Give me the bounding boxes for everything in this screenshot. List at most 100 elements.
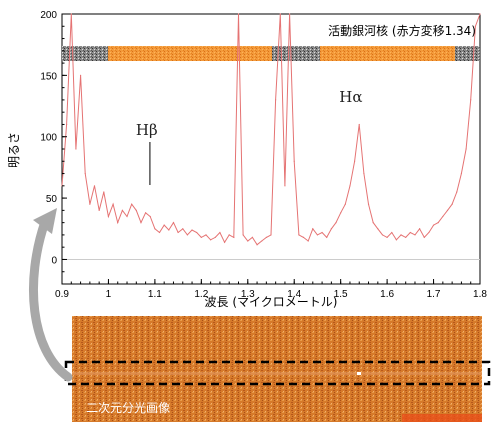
- data-point: [381, 234, 384, 236]
- data-point: [112, 203, 114, 205]
- data-point: [442, 215, 444, 218]
- data-point: [344, 203, 346, 205]
- spectrum-band-noise-left: [62, 46, 108, 61]
- data-point: [223, 241, 226, 243]
- data-point: [265, 236, 267, 238]
- data-point: [196, 231, 198, 234]
- data-point: [377, 228, 379, 230]
- x-tick-label: 0.9: [55, 289, 69, 300]
- data-point: [256, 244, 258, 246]
- spectrum-image: 二次元分光画像: [64, 316, 491, 422]
- data-point: [228, 234, 230, 236]
- data-point: [302, 236, 305, 238]
- data-point: [158, 231, 161, 234]
- data-point: [386, 236, 388, 238]
- data-point: [288, 13, 291, 15]
- data-point: [284, 185, 286, 187]
- data-point: [191, 229, 193, 231]
- data-point: [414, 234, 416, 236]
- data-point: [98, 209, 100, 211]
- data-point: [242, 234, 244, 236]
- data-point: [395, 239, 397, 241]
- data-point: [432, 224, 435, 226]
- data-point: [84, 172, 86, 175]
- data-point: [354, 160, 356, 162]
- y-tick-label: 100: [40, 133, 57, 144]
- y-tick-label: 0: [51, 255, 57, 266]
- data-point: [219, 231, 221, 234]
- data-point: [270, 234, 272, 236]
- spectrum-image-emission-dot: [357, 372, 361, 375]
- data-point: [335, 222, 337, 224]
- spectrum-band-noise-right: [455, 46, 480, 61]
- data-point: [145, 212, 147, 214]
- data-point: [372, 222, 374, 224]
- data-point: [409, 231, 411, 234]
- data-point: [437, 222, 439, 224]
- data-point: [79, 74, 82, 76]
- data-point: [474, 25, 476, 27]
- data-point: [168, 229, 170, 231]
- x-tick-label: 1.8: [473, 289, 487, 300]
- data-point: [107, 215, 110, 218]
- data-point: [131, 203, 133, 205]
- annotation-label-0: Hβ: [136, 121, 158, 139]
- data-point: [405, 236, 407, 238]
- data-point: [465, 148, 467, 150]
- connector-arrow-body: [29, 217, 73, 382]
- spectrum-image-background: [72, 316, 482, 422]
- data-point: [358, 123, 360, 126]
- data-point: [363, 172, 365, 175]
- data-point: [451, 203, 453, 205]
- data-point: [312, 228, 314, 230]
- data-point: [275, 99, 277, 101]
- data-point: [103, 191, 105, 193]
- y-tick-label: 200: [40, 10, 57, 21]
- spectrum-image-bright-strip: [72, 372, 482, 375]
- data-point: [470, 99, 472, 101]
- data-point: [163, 224, 165, 226]
- data-point: [321, 231, 323, 234]
- legend-label: 活動銀河核 (赤方変移1.34): [328, 23, 476, 38]
- data-point: [66, 123, 68, 126]
- x-tick-label: 1.7: [427, 289, 441, 300]
- data-point: [340, 212, 342, 214]
- x-tick-label: 1.3: [241, 289, 255, 300]
- data-point: [214, 236, 216, 238]
- connector-arrow: [29, 208, 73, 382]
- x-tick-label: 1.6: [380, 289, 394, 300]
- data-point: [172, 222, 175, 224]
- y-axis-title: 明るさ: [7, 132, 21, 168]
- data-point: [121, 209, 123, 211]
- data-point: [456, 191, 458, 193]
- data-point: [251, 236, 254, 238]
- data-point: [479, 13, 481, 15]
- data-point: [117, 222, 119, 224]
- data-point: [75, 148, 77, 150]
- data-point: [428, 231, 430, 234]
- y-tick-label: 150: [40, 71, 57, 82]
- spectrum-band: [62, 46, 480, 61]
- x-axis-title: 波長 (マイクロメートル): [205, 295, 338, 309]
- data-point: [182, 228, 184, 230]
- data-point: [126, 215, 128, 218]
- data-point: [367, 203, 370, 205]
- axis-layer: 0.9 1 1.1 1.2 1.3 1.4 1.5 1.6 1.7 1.8 0 50 100 150 200: [40, 10, 487, 300]
- data-point: [210, 239, 212, 241]
- data-point: [233, 236, 235, 238]
- data-point: [316, 234, 319, 236]
- data-point: [293, 160, 295, 162]
- data-point: [237, 13, 240, 15]
- data-point: [460, 172, 463, 175]
- spectrum-image-bottom-streak: [402, 414, 482, 422]
- data-point: [93, 185, 96, 187]
- spectrum-band-noise-mid: [272, 46, 320, 61]
- data-point: [423, 236, 425, 238]
- data-point: [70, 13, 72, 15]
- data-point: [154, 228, 156, 230]
- data-point: [419, 228, 421, 230]
- data-point: [135, 209, 137, 211]
- data-point: [391, 231, 393, 234]
- data-point: [298, 234, 300, 236]
